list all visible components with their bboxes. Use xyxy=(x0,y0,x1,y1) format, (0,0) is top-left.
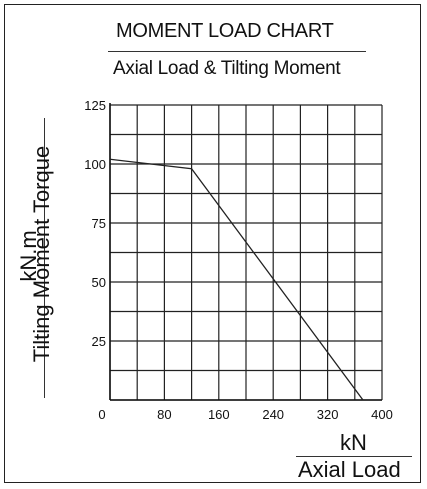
x-axis-unit: kN xyxy=(340,430,367,455)
y-tick-label: 25 xyxy=(92,334,106,349)
title-divider xyxy=(108,51,366,52)
y-axis-label-divider xyxy=(44,118,45,398)
x-tick-label: 160 xyxy=(208,407,230,422)
y-tick-label: 100 xyxy=(84,157,106,172)
chart-frame xyxy=(4,4,421,483)
x-tick-label: 320 xyxy=(317,407,339,422)
x-tick-label: 0 xyxy=(98,407,105,422)
y-tick-label: 75 xyxy=(92,216,106,231)
chart-title: MOMENT LOAD CHART xyxy=(116,20,334,42)
chart-subtitle: Axial Load & Tilting Moment xyxy=(113,58,341,79)
moment-load-curve xyxy=(109,158,364,401)
y-tick-label: 50 xyxy=(92,275,106,290)
x-axis-label-divider xyxy=(296,456,412,457)
y-tick-label: 125 xyxy=(84,98,106,113)
y-axis-label: kN.m Tilting Moment Torque xyxy=(14,110,80,400)
x-axis-title: Axial Load xyxy=(298,457,401,482)
x-tick-label: 400 xyxy=(371,407,393,422)
x-tick-label: 80 xyxy=(157,407,171,422)
x-tick-label: 240 xyxy=(262,407,284,422)
